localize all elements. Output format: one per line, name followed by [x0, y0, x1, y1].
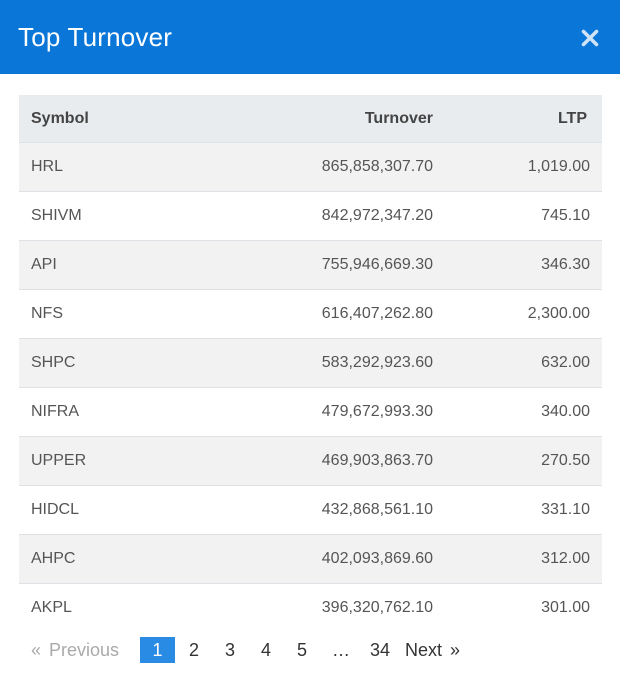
pagination-next[interactable]: Next »	[405, 637, 460, 663]
pagination-previous: « Previous	[31, 637, 140, 663]
cell-symbol: AKPL	[31, 599, 72, 616]
cell-symbol: NIFRA	[19, 387, 211, 437]
cell-turnover: 479,672,993.30	[211, 387, 445, 437]
modal-title: Top Turnover	[18, 21, 173, 52]
table-body: HRL 865,858,307.70 1,019.00 SHIVM 842,97…	[19, 142, 602, 632]
cell-symbol: AHPC	[19, 534, 211, 584]
cell-symbol: UPPER	[19, 436, 211, 486]
modal-body: Symbol Turnover LTP HRL 865,858,307.70 1…	[0, 74, 620, 664]
previous-label: Previous	[49, 640, 120, 660]
table-row: NFS 616,407,262.80 2,300.00	[19, 289, 602, 339]
close-button[interactable]	[578, 26, 602, 50]
pagination: « Previous 1 2 3 4 5 … 34 Next »	[19, 636, 601, 664]
table-row: NIFRA 479,672,993.30 340.00	[19, 387, 602, 437]
next-label: Next	[405, 640, 443, 660]
cell-turnover: 755,946,669.30	[211, 240, 445, 290]
close-icon	[581, 29, 599, 47]
cell-ltp: 745.10	[445, 191, 602, 241]
cell-symbol: SHPC	[19, 338, 211, 388]
cell-ltp: 1,019.00	[445, 142, 602, 192]
header-ltp[interactable]: LTP	[445, 95, 602, 143]
page-4[interactable]: 4	[260, 640, 271, 660]
table-row: UPPER 469,903,863.70 270.50	[19, 436, 602, 486]
page-3[interactable]: 3	[224, 640, 235, 660]
table-header-row: Symbol Turnover LTP	[19, 95, 602, 143]
cell-turnover: 842,972,347.20	[211, 191, 445, 241]
cell-ltp: 340.00	[445, 387, 602, 437]
cell-ltp: 632.00	[445, 338, 602, 388]
cell-turnover: 469,903,863.70	[211, 436, 445, 486]
page-5[interactable]: 5	[296, 640, 307, 660]
pagination-ellipsis: …	[332, 640, 350, 660]
cell-symbol: SHIVM	[19, 191, 211, 241]
page-1[interactable]: 1	[140, 637, 175, 663]
cell-symbol: API	[19, 240, 211, 290]
cell-ltp: 312.00	[445, 534, 602, 584]
cell-turnover: 583,292,923.60	[211, 338, 445, 388]
cell-turnover: 396,320,762.10	[321, 599, 433, 616]
table-row: API 755,946,669.30 346.30	[19, 240, 602, 290]
header-symbol[interactable]: Symbol	[19, 95, 211, 143]
cell-symbol: NFS	[19, 289, 211, 339]
cell-ltp: 2,300.00	[445, 289, 602, 339]
page-2[interactable]: 2	[188, 640, 199, 660]
header-turnover[interactable]: Turnover	[211, 95, 445, 143]
cell-symbol: HRL	[19, 142, 211, 192]
cell-symbol: HIDCL	[19, 485, 211, 535]
prev-arrow-icon: «	[31, 640, 42, 660]
table-row: AHPC 402,093,869.60 312.00	[19, 534, 602, 584]
cell-ltp: 301.00	[541, 599, 590, 616]
table-row: SHIVM 842,972,347.20 745.10	[19, 191, 602, 241]
table-row: HRL 865,858,307.70 1,019.00	[19, 142, 602, 192]
cell-turnover: 616,407,262.80	[211, 289, 445, 339]
cell-ltp: 270.50	[445, 436, 602, 486]
cell-ltp: 331.10	[445, 485, 602, 535]
cell-ltp: 346.30	[445, 240, 602, 290]
next-arrow-icon: »	[450, 640, 461, 660]
page-last[interactable]: 34	[369, 640, 391, 660]
table-row: SHPC 583,292,923.60 632.00	[19, 338, 602, 388]
modal-header: Top Turnover	[0, 0, 620, 74]
table-row: HIDCL 432,868,561.10 331.10	[19, 485, 602, 535]
table-row: AKPL 396,320,762.10 301.00	[19, 583, 602, 632]
cell-turnover: 402,093,869.60	[211, 534, 445, 584]
cell-turnover: 865,858,307.70	[211, 142, 445, 192]
turnover-table: Symbol Turnover LTP HRL 865,858,307.70 1…	[19, 95, 602, 632]
cell-turnover: 432,868,561.10	[211, 485, 445, 535]
table-header: Symbol Turnover LTP	[19, 95, 602, 143]
